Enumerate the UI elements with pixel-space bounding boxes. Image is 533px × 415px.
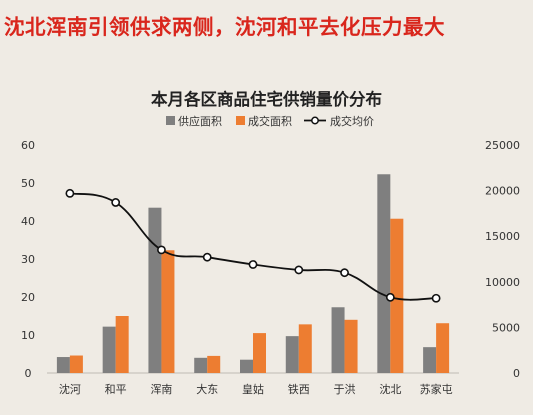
left-tick-label: 10 bbox=[21, 329, 35, 342]
x-tick-label: 沈河 bbox=[59, 382, 81, 396]
price-point-0 bbox=[65, 188, 75, 198]
right-tick-label: 20000 bbox=[485, 185, 520, 198]
supply-bar-7 bbox=[377, 174, 391, 373]
deal-bar-8 bbox=[436, 323, 450, 373]
x-tick-label: 和平 bbox=[105, 383, 127, 396]
price-point-8 bbox=[431, 293, 441, 303]
right-tick-label: 5000 bbox=[492, 321, 520, 334]
x-axis: 沈河 和平 浑南 大东 皇姑 铁西 于洪 沈北 苏家屯 bbox=[59, 382, 453, 396]
legend-swatch-1 bbox=[236, 116, 245, 125]
y-axis-right: 0 5000 10000 15000 20000 25000 bbox=[485, 139, 520, 380]
legend-label-1: 成交面积 bbox=[248, 114, 292, 128]
supply-bar-0 bbox=[56, 357, 70, 373]
chart-title: 本月各区商品住宅供销量价分布 bbox=[151, 90, 382, 109]
legend-label-0: 供应面积 bbox=[178, 114, 222, 128]
left-tick-label: 30 bbox=[21, 253, 35, 266]
deal-bar-6 bbox=[344, 319, 358, 373]
deal-bar-2 bbox=[161, 250, 175, 373]
right-tick-label: 10000 bbox=[485, 276, 520, 289]
y-axis-left: 0 10 20 30 40 50 60 bbox=[21, 139, 35, 380]
x-tick-label: 沈北 bbox=[379, 382, 401, 396]
price-point-4 bbox=[248, 260, 258, 269]
x-tick-label: 苏家屯 bbox=[420, 382, 453, 396]
supply-bar-4 bbox=[240, 359, 253, 373]
x-tick-label: 浑南 bbox=[150, 383, 172, 396]
right-tick-label: 25000 bbox=[485, 139, 520, 152]
headline: 沈北浑南引领供求两侧，沈河和平去化压力最大 bbox=[4, 15, 445, 39]
legend-swatch-0 bbox=[166, 116, 175, 125]
price-point-6 bbox=[340, 268, 349, 278]
supply-bar-6 bbox=[331, 307, 345, 373]
deal-bar-5 bbox=[298, 324, 312, 373]
price-point-7 bbox=[385, 292, 395, 302]
price-point-5 bbox=[294, 265, 304, 275]
left-tick-label: 60 bbox=[21, 139, 35, 152]
deal-bar-4 bbox=[253, 333, 266, 373]
price-line bbox=[65, 188, 441, 303]
supply-bar-1 bbox=[102, 326, 116, 373]
right-tick-label: 0 bbox=[513, 367, 520, 380]
deal-bar-3 bbox=[207, 355, 221, 373]
left-tick-label: 40 bbox=[21, 215, 35, 228]
left-tick-label: 0 bbox=[25, 367, 32, 380]
left-tick-label: 50 bbox=[21, 177, 35, 190]
deal-bar-0 bbox=[69, 355, 83, 373]
supply-bar-5 bbox=[285, 336, 299, 373]
deal-bar-7 bbox=[390, 218, 404, 373]
price-point-3 bbox=[202, 252, 212, 262]
x-tick-label: 铁西 bbox=[288, 383, 310, 396]
x-tick-label: 大东 bbox=[196, 382, 218, 396]
x-tick-label: 皇姑 bbox=[242, 382, 264, 396]
deal-bar-1 bbox=[115, 316, 129, 373]
x-tick-label: 于洪 bbox=[334, 382, 356, 396]
price-point-2 bbox=[157, 245, 166, 255]
legend: 供应面积 成交面积 成交均价 bbox=[166, 114, 374, 128]
supply-bar-8 bbox=[423, 347, 437, 373]
legend-label-2: 成交均价 bbox=[330, 114, 374, 128]
supply-bar-2 bbox=[148, 207, 162, 373]
legend-marker-2 bbox=[311, 116, 319, 125]
right-tick-label: 15000 bbox=[485, 230, 520, 243]
left-tick-label: 20 bbox=[21, 291, 35, 304]
price-point-1 bbox=[111, 198, 121, 207]
supply-bar-3 bbox=[194, 357, 208, 373]
bars bbox=[56, 174, 450, 373]
